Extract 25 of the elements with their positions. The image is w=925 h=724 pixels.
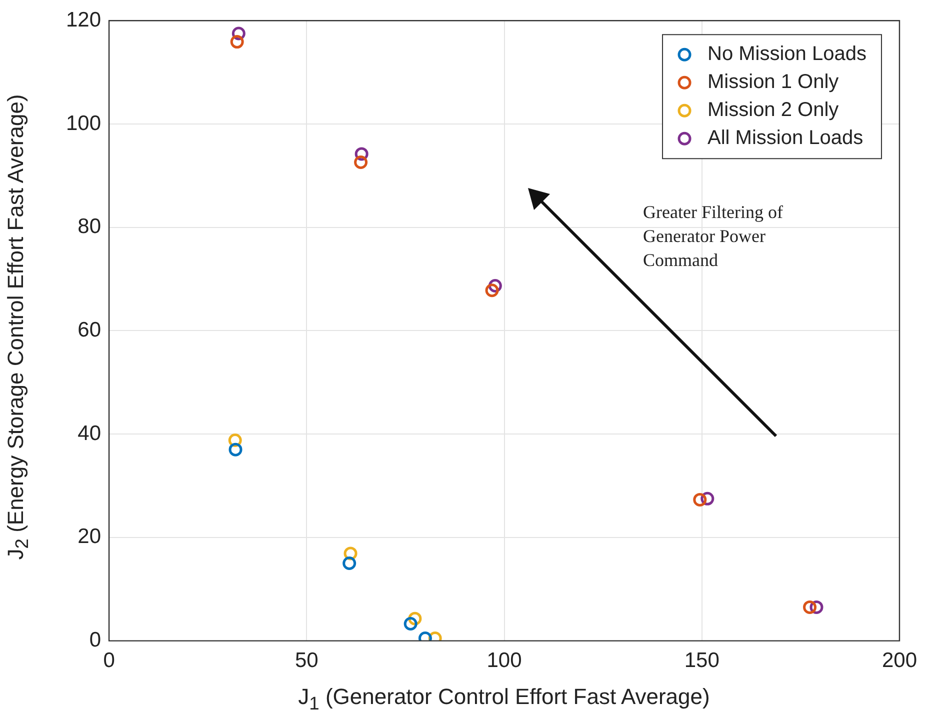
point xyxy=(803,600,817,614)
y-tick-label: 40 xyxy=(78,422,102,445)
legend-label: All Mission Loads xyxy=(708,127,864,150)
y-tick-label: 0 xyxy=(89,628,102,652)
y-tick-label: 80 xyxy=(78,215,102,238)
legend-label: Mission 1 Only xyxy=(708,71,839,94)
x-tick-label: 50 xyxy=(294,649,318,672)
x-tick-label: 150 xyxy=(684,649,720,672)
point xyxy=(485,284,499,298)
point xyxy=(354,155,368,169)
y-tick-label: 100 xyxy=(66,112,102,135)
x-axis-title: J$_{1}$ (Generator Control Effort Fast Average) xyxy=(297,684,711,714)
legend-label: Mission 2 Only xyxy=(708,99,839,122)
y-tick-label: 120 xyxy=(66,8,102,32)
y-tick-label: 20 xyxy=(78,525,102,548)
annotation: Greater Filtering of Generator Power Command xyxy=(643,201,784,272)
x-tick-label: 100 xyxy=(486,649,522,672)
point xyxy=(342,556,356,570)
legend-label: No Mission Loads xyxy=(708,43,866,66)
point xyxy=(230,35,244,49)
point xyxy=(404,616,418,630)
point xyxy=(228,442,242,456)
y-tick-label: 60 xyxy=(78,318,102,342)
point xyxy=(693,492,707,506)
x-tick-label: 200 xyxy=(882,649,918,672)
